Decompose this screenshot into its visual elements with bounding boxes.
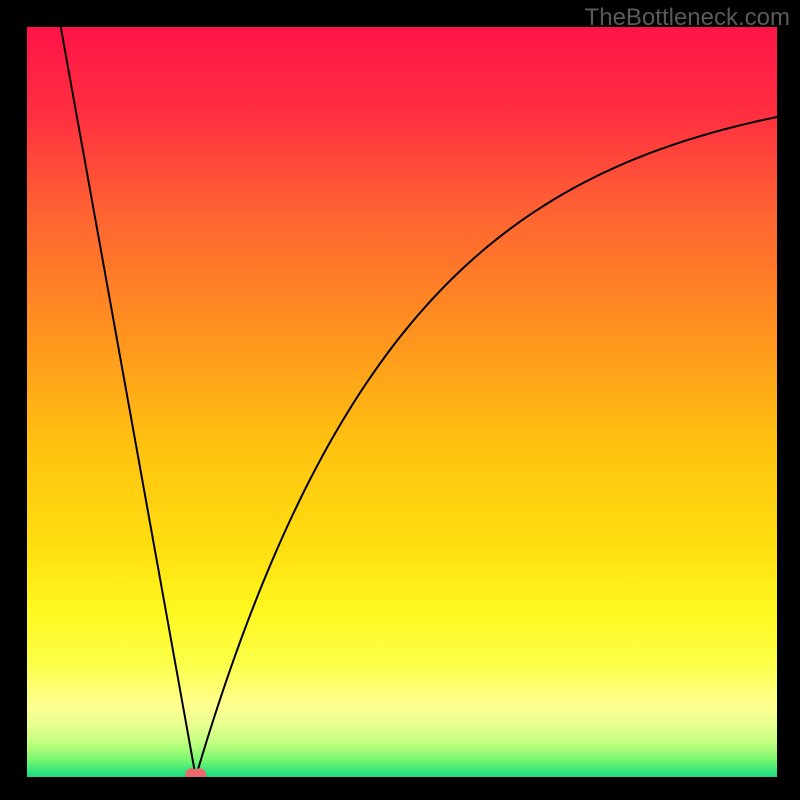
plot-area <box>27 27 777 777</box>
gradient-background <box>27 27 777 777</box>
watermark-text: TheBottleneck.com <box>585 4 790 32</box>
chart-container: TheBottleneck.com <box>0 0 800 800</box>
plot-svg <box>27 27 777 777</box>
